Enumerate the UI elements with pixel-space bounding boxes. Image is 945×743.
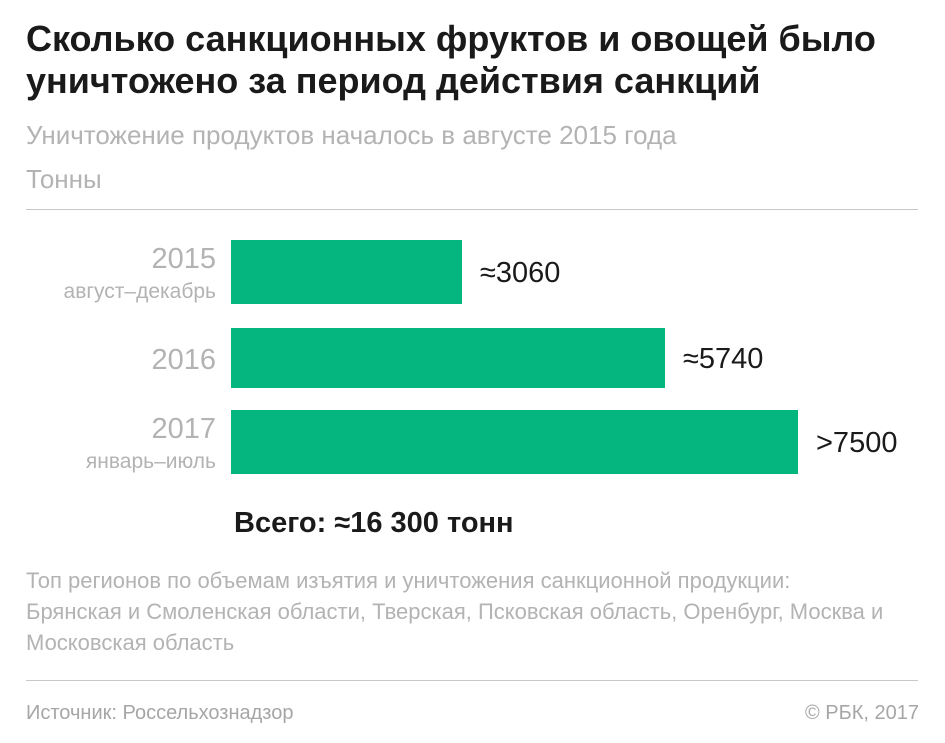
total-label: Всего: ≈16 300 тонн bbox=[234, 507, 514, 539]
bar-2016 bbox=[231, 328, 665, 388]
top-divider bbox=[26, 209, 918, 210]
category-sublabel-2015: август–декабрь bbox=[64, 280, 217, 303]
bottom-divider bbox=[26, 680, 918, 681]
category-label-2016: 2016 bbox=[151, 344, 216, 376]
category-label-2017: 2017 bbox=[151, 413, 216, 445]
value-label-2016: ≈5740 bbox=[683, 343, 763, 375]
credit-label: © РБК, 2017 bbox=[804, 702, 919, 724]
category-label-2015: 2015 bbox=[151, 243, 216, 275]
value-label-2017: >7500 bbox=[816, 427, 897, 459]
category-sublabel-2017: январь–июль bbox=[86, 450, 216, 473]
chart-subtitle: Уничтожение продуктов началось в августе… bbox=[26, 120, 677, 150]
bar-chart: 2015 август–декабрь ≈3060 2016 ≈5740 2017 янва… bbox=[64, 240, 897, 474]
units-label: Тонны bbox=[26, 164, 102, 194]
chart-title: Сколько санкционных фруктов и овощей был… bbox=[26, 18, 876, 101]
value-label-2015: ≈3060 bbox=[480, 257, 560, 289]
bar-2015 bbox=[231, 240, 462, 304]
bar-2017 bbox=[231, 410, 798, 474]
source-label: Источник: Россельхознадзор bbox=[26, 702, 294, 724]
regions-note: Топ регионов по объемам изъятия и уничто… bbox=[26, 568, 884, 655]
